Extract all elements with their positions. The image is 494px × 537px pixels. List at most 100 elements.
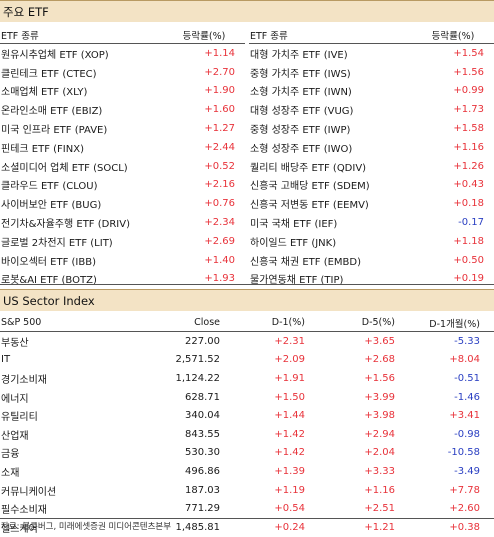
sector-header-close: Close <box>194 317 220 328</box>
etf-change: -0.17 <box>458 217 484 229</box>
etf-name: 핀테크 ETF (FINX) <box>1 143 84 155</box>
sector-d5: +3.99 <box>364 391 395 403</box>
etf-section-title: 주요 ETF <box>0 0 494 22</box>
etf-change: +0.99 <box>453 85 484 97</box>
etf-row: 소셜미디어 업체 ETF (SOCL) +0.52 <box>0 157 245 176</box>
sector-name: 소재 <box>1 467 20 479</box>
sector-name: IT <box>1 354 11 366</box>
sector-name: 금융 <box>1 449 20 461</box>
etf-row: 소매업체 ETF (XLY) +1.90 <box>0 82 245 101</box>
sector-d5: +2.94 <box>364 428 395 440</box>
sector-name: 커뮤니케이션 <box>1 486 57 498</box>
sector-row: 산업재 843.55 +1.42 +2.94 -0.98 <box>0 425 494 444</box>
sector-close: 628.71 <box>185 391 220 403</box>
etf-name: 사이버보안 ETF (BUG) <box>1 200 102 212</box>
etf-row: 로봇&AI ETF (BOTZ) +1.93 <box>0 270 245 289</box>
sector-d1: +1.91 <box>274 372 305 384</box>
etf-change: +1.60 <box>204 104 235 116</box>
etf-change: +1.18 <box>453 235 484 247</box>
etf-row: 미국 인프라 ETF (PAVE) +1.27 <box>0 119 245 138</box>
etf-name: 로봇&AI ETF (BOTZ) <box>1 275 97 287</box>
sector-m1: +2.60 <box>449 503 480 515</box>
etf-change: +1.40 <box>204 254 235 266</box>
sector-row: 금융 530.30 +1.42 +2.04 -10.58 <box>0 444 494 463</box>
etf-change: +2.69 <box>204 235 235 247</box>
etf-name: 바이오섹터 ETF (IBB) <box>1 256 97 268</box>
etf-name: 클라우드 ETF (CLOU) <box>1 181 98 193</box>
etf-row: 핀테크 ETF (FINX) +2.44 <box>0 138 245 157</box>
sector-close: 187.03 <box>185 484 220 496</box>
sector-m1: -1.46 <box>454 391 480 403</box>
etf-change: +2.34 <box>204 217 235 229</box>
etf-name: 소형 성장주 ETF (IWO) <box>250 143 353 155</box>
sector-d5: +2.68 <box>364 354 395 366</box>
sector-row: 커뮤니케이션 187.03 +1.19 +1.16 +7.78 <box>0 481 494 500</box>
sector-row: 유틸리티 340.04 +1.44 +3.98 +3.41 <box>0 406 494 425</box>
etf-change: +0.43 <box>453 179 484 191</box>
sector-m1: -10.58 <box>447 447 480 459</box>
etf-name: 소매업체 ETF (XLY) <box>1 87 88 99</box>
etf-change: +2.16 <box>204 179 235 191</box>
etf-change: +0.76 <box>204 198 235 210</box>
etf-change: +0.52 <box>204 160 235 172</box>
sector-name: 에너지 <box>1 393 29 405</box>
etf-row: 중형 성장주 ETF (IWP) +1.58 <box>249 119 494 138</box>
sector-d5: +1.21 <box>364 521 395 533</box>
sector-header-name: S&P 500 <box>1 317 42 328</box>
etf-name: 원유시추업체 ETF (XOP) <box>1 49 109 61</box>
etf-row: 신흥국 저변동 ETF (EEMV) +0.18 <box>249 194 494 213</box>
sector-d5: +2.04 <box>364 447 395 459</box>
sector-row: 부동산 227.00 +2.31 +3.65 -5.33 <box>0 332 494 351</box>
sector-section-title: US Sector Index <box>0 289 494 311</box>
etf-change: +1.93 <box>204 273 235 285</box>
etf-name: 중형 가치주 ETF (IWS) <box>250 68 351 80</box>
sector-name: 산업재 <box>1 430 29 442</box>
sector-m1: -3.49 <box>454 465 480 477</box>
sector-m1: -5.33 <box>454 335 480 347</box>
etf-name: 글로벌 2차전지 ETF (LIT) <box>1 237 113 249</box>
etf-name: 신흥국 저변동 ETF (EEMV) <box>250 200 369 212</box>
sector-header: S&P 500 Close D-1(%) D-5(%) D-1개월(%) <box>0 314 494 332</box>
sector-d1: +1.39 <box>274 465 305 477</box>
sector-d1: +1.42 <box>274 447 305 459</box>
etf-row: 하이일드 ETF (JNK) +1.18 <box>249 232 494 251</box>
etf-row: 클린테크 ETF (CTEC) +2.70 <box>0 63 245 82</box>
sector-m1: +7.78 <box>449 484 480 496</box>
sector-m1: +8.04 <box>449 354 480 366</box>
sector-d1: +1.50 <box>274 391 305 403</box>
etf-bottom-rule <box>0 284 494 285</box>
sector-d1: +1.44 <box>274 410 305 422</box>
sector-m1: -0.51 <box>454 372 480 384</box>
sector-close: 496.86 <box>185 465 220 477</box>
sector-close: 843.55 <box>185 428 220 440</box>
etf-change: +1.58 <box>453 123 484 135</box>
sector-row: IT 2,571.52 +2.09 +2.68 +8.04 <box>0 351 494 370</box>
etf-row: 대형 성장주 ETF (VUG) +1.73 <box>249 100 494 119</box>
sector-m1: +3.41 <box>449 410 480 422</box>
sector-m1: -0.98 <box>454 428 480 440</box>
sector-name: 경기소비재 <box>1 374 47 386</box>
sector-close: 771.29 <box>185 503 220 515</box>
etf-name: 신흥국 고배당 ETF (SDEM) <box>250 181 370 193</box>
etf-name: 전기차&자율주행 ETF (DRIV) <box>1 219 130 231</box>
etf-row: 전기차&자율주행 ETF (DRIV) +2.34 <box>0 213 245 232</box>
sector-close: 530.30 <box>185 447 220 459</box>
etf-change: +0.18 <box>453 198 484 210</box>
sector-d5: +1.16 <box>364 484 395 496</box>
etf-name: 미국 국채 ETF (IEF) <box>250 219 338 231</box>
sector-name: 부동산 <box>1 337 29 349</box>
etf-change: +1.54 <box>453 47 484 59</box>
sector-d5: +1.56 <box>364 372 395 384</box>
etf-row: 미국 국채 ETF (IEF) -0.17 <box>249 213 494 232</box>
etf-row: 신흥국 채권 ETF (EMBD) +0.50 <box>249 251 494 270</box>
sector-m1: +0.38 <box>449 521 480 533</box>
etf-change: +1.27 <box>204 123 235 135</box>
sector-name: 유틸리티 <box>1 412 38 424</box>
sector-d1: +0.24 <box>274 521 305 533</box>
sector-table: S&P 500 Close D-1(%) D-5(%) D-1개월(%) 부동산… <box>0 314 494 537</box>
etf-header-left: ETF 종류 등락률(%) <box>0 26 245 44</box>
etf-row: 신흥국 고배당 ETF (SDEM) +0.43 <box>249 176 494 195</box>
sector-row: 헬스케어 1,485.81 +0.24 +1.21 +0.38 <box>0 518 494 537</box>
sector-close: 1,485.81 <box>175 521 220 533</box>
sector-d5: +3.65 <box>364 335 395 347</box>
